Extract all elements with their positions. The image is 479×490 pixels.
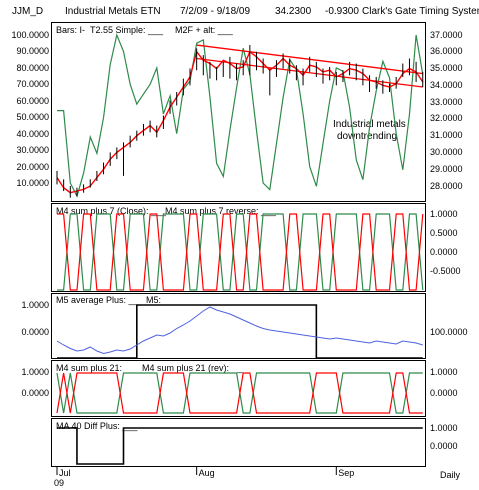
last-price: 34.2300 <box>275 6 312 17</box>
m4-sum-7-tick: 0.0000 <box>430 247 458 257</box>
date-range: 7/2/09 - 9/18/09 <box>180 6 250 17</box>
ma40-panel-frame <box>51 418 426 467</box>
price-right-tick: 30.0000 <box>430 147 463 157</box>
price-right-tick: 33.0000 <box>430 97 463 107</box>
m4-sum-7-legend: M4 sum plus 7 (Close): ___ M4 sum plus 7… <box>56 206 277 216</box>
legend-m4-sum-7-reverse: M4 sum plus 7 reverse: ___ <box>165 206 277 216</box>
price-right-tick: 29.0000 <box>430 164 463 174</box>
x-tick-label: Jul <box>59 468 71 478</box>
x-tick-label: Aug <box>199 468 215 478</box>
annotation-line-2: downtrending <box>337 131 397 142</box>
m5-average-panel-frame <box>51 293 426 359</box>
series-m4-sum-7-reverse <box>57 213 424 291</box>
legend-t255-simple: T2.55 Simple: ___ <box>90 25 164 35</box>
ma40-tick: 0.0000 <box>430 441 458 451</box>
m4-sum-7-tick: -0.5000 <box>430 266 461 276</box>
price-right-tick: 28.0000 <box>430 181 463 191</box>
m5-legend: M5 average Plus: ___ M5: ___ <box>56 295 180 305</box>
axis-tick-labels: 100.0000 90.0000 80.0000 70.0000 60.0000 50.0… <box>11 30 467 451</box>
m4-sum-21-right-tick: 1.0000 <box>430 367 458 377</box>
series-m4-sum-21-rev <box>56 372 423 414</box>
trend-line-lower <box>196 57 423 88</box>
chart-marks <box>56 33 424 465</box>
m4-sum-7-tick: 1.0000 <box>430 209 458 219</box>
price-right-tick: 34.0000 <box>430 80 463 90</box>
symbol-label: JJM_D <box>12 6 43 17</box>
x-year-label: 09 <box>54 478 64 488</box>
legend-ma40-diff: MA 40 Diff Plus: ___ <box>56 421 138 431</box>
price-right-tick: 31.0000 <box>430 130 463 140</box>
price-panel-frame <box>51 22 426 202</box>
ma40-legend: MA 40 Diff Plus: ___ <box>56 421 138 431</box>
price-change: -0.9300 <box>325 6 359 17</box>
x-axis: Jul Aug Sep 09 Daily <box>54 467 461 488</box>
panel-frames <box>51 22 426 467</box>
m4-sum-21-panel-frame <box>51 360 426 417</box>
price-left-tick: 20.0000 <box>16 162 49 172</box>
legend-m5-average: M5 average Plus: ___ <box>56 295 145 305</box>
price-left-tick: 80.0000 <box>16 63 49 73</box>
price-left-tick: 40.0000 <box>16 129 49 139</box>
m4-sum-21-left-tick: 0.0000 <box>21 388 49 398</box>
instrument-name: Industrial Metals ETN <box>65 6 161 17</box>
series-m4-sum-7-close <box>57 213 424 291</box>
legend-m5: M5: ___ <box>146 295 180 305</box>
series-m5-average <box>56 306 423 355</box>
series-m5-step <box>57 304 423 359</box>
price-left-tick: 90.0000 <box>16 46 49 56</box>
ma40-tick: 1.0000 <box>430 423 458 433</box>
m4-sum-21-right-tick: 0.0000 <box>430 388 458 398</box>
price-right-tick: 32.0000 <box>430 113 463 123</box>
x-tick-label: Sep <box>338 468 354 478</box>
system-name: Clark's Gate Timing System © <box>362 6 479 17</box>
m4-sum-21-left-tick: 1.0000 <box>21 367 49 377</box>
price-left-tick: 10.0000 <box>16 178 49 188</box>
m5-left-tick: 1.0000 <box>21 300 49 310</box>
legend-m4-sum-7-close: M4 sum plus 7 (Close): ___ <box>56 206 167 216</box>
m5-right-tick: 100.0000 <box>430 327 468 337</box>
chart-header: JJM_D Industrial Metals ETN 7/2/09 - 9/1… <box>12 6 479 17</box>
legend-m2f-alt: M2F + alt: ___ <box>175 25 234 35</box>
m4-sum-21-legend: M4 sum plus 21: ___ M4 sum plus 21 (rev)… <box>56 363 248 373</box>
price-right-tick: 35.0000 <box>430 63 463 73</box>
price-legend: Bars: I- T2.55 Simple: ___ M2F + alt: __… <box>56 25 234 35</box>
m4-sum-7-panel-frame <box>51 203 426 292</box>
series-ma40-diff <box>57 427 423 465</box>
price-left-tick: 100.0000 <box>11 30 49 40</box>
m5-left-tick: 0.0000 <box>21 327 49 337</box>
price-left-tick: 60.0000 <box>16 96 49 106</box>
legend-m4-sum-21-rev: M4 sum plus 21 (rev): ___ <box>142 363 248 373</box>
price-left-tick: 70.0000 <box>16 79 49 89</box>
legend-m4-sum-21: M4 sum plus 21: ___ <box>56 363 141 373</box>
price-left-tick: 50.0000 <box>16 112 49 122</box>
legend-bars: Bars: I- <box>56 25 85 35</box>
series-t255-simple <box>57 33 424 198</box>
price-right-tick: 37.0000 <box>430 30 463 40</box>
price-right-tick: 36.0000 <box>430 46 463 56</box>
annotation-line-1: Industrial metals <box>333 119 406 130</box>
trend-annotation: Industrial metals downtrending <box>333 119 406 142</box>
series-m2f-alt <box>56 50 424 194</box>
m4-sum-7-tick: 0.5000 <box>430 228 458 238</box>
price-left-tick: 30.0000 <box>16 145 49 155</box>
x-period-label: Daily <box>440 470 461 480</box>
